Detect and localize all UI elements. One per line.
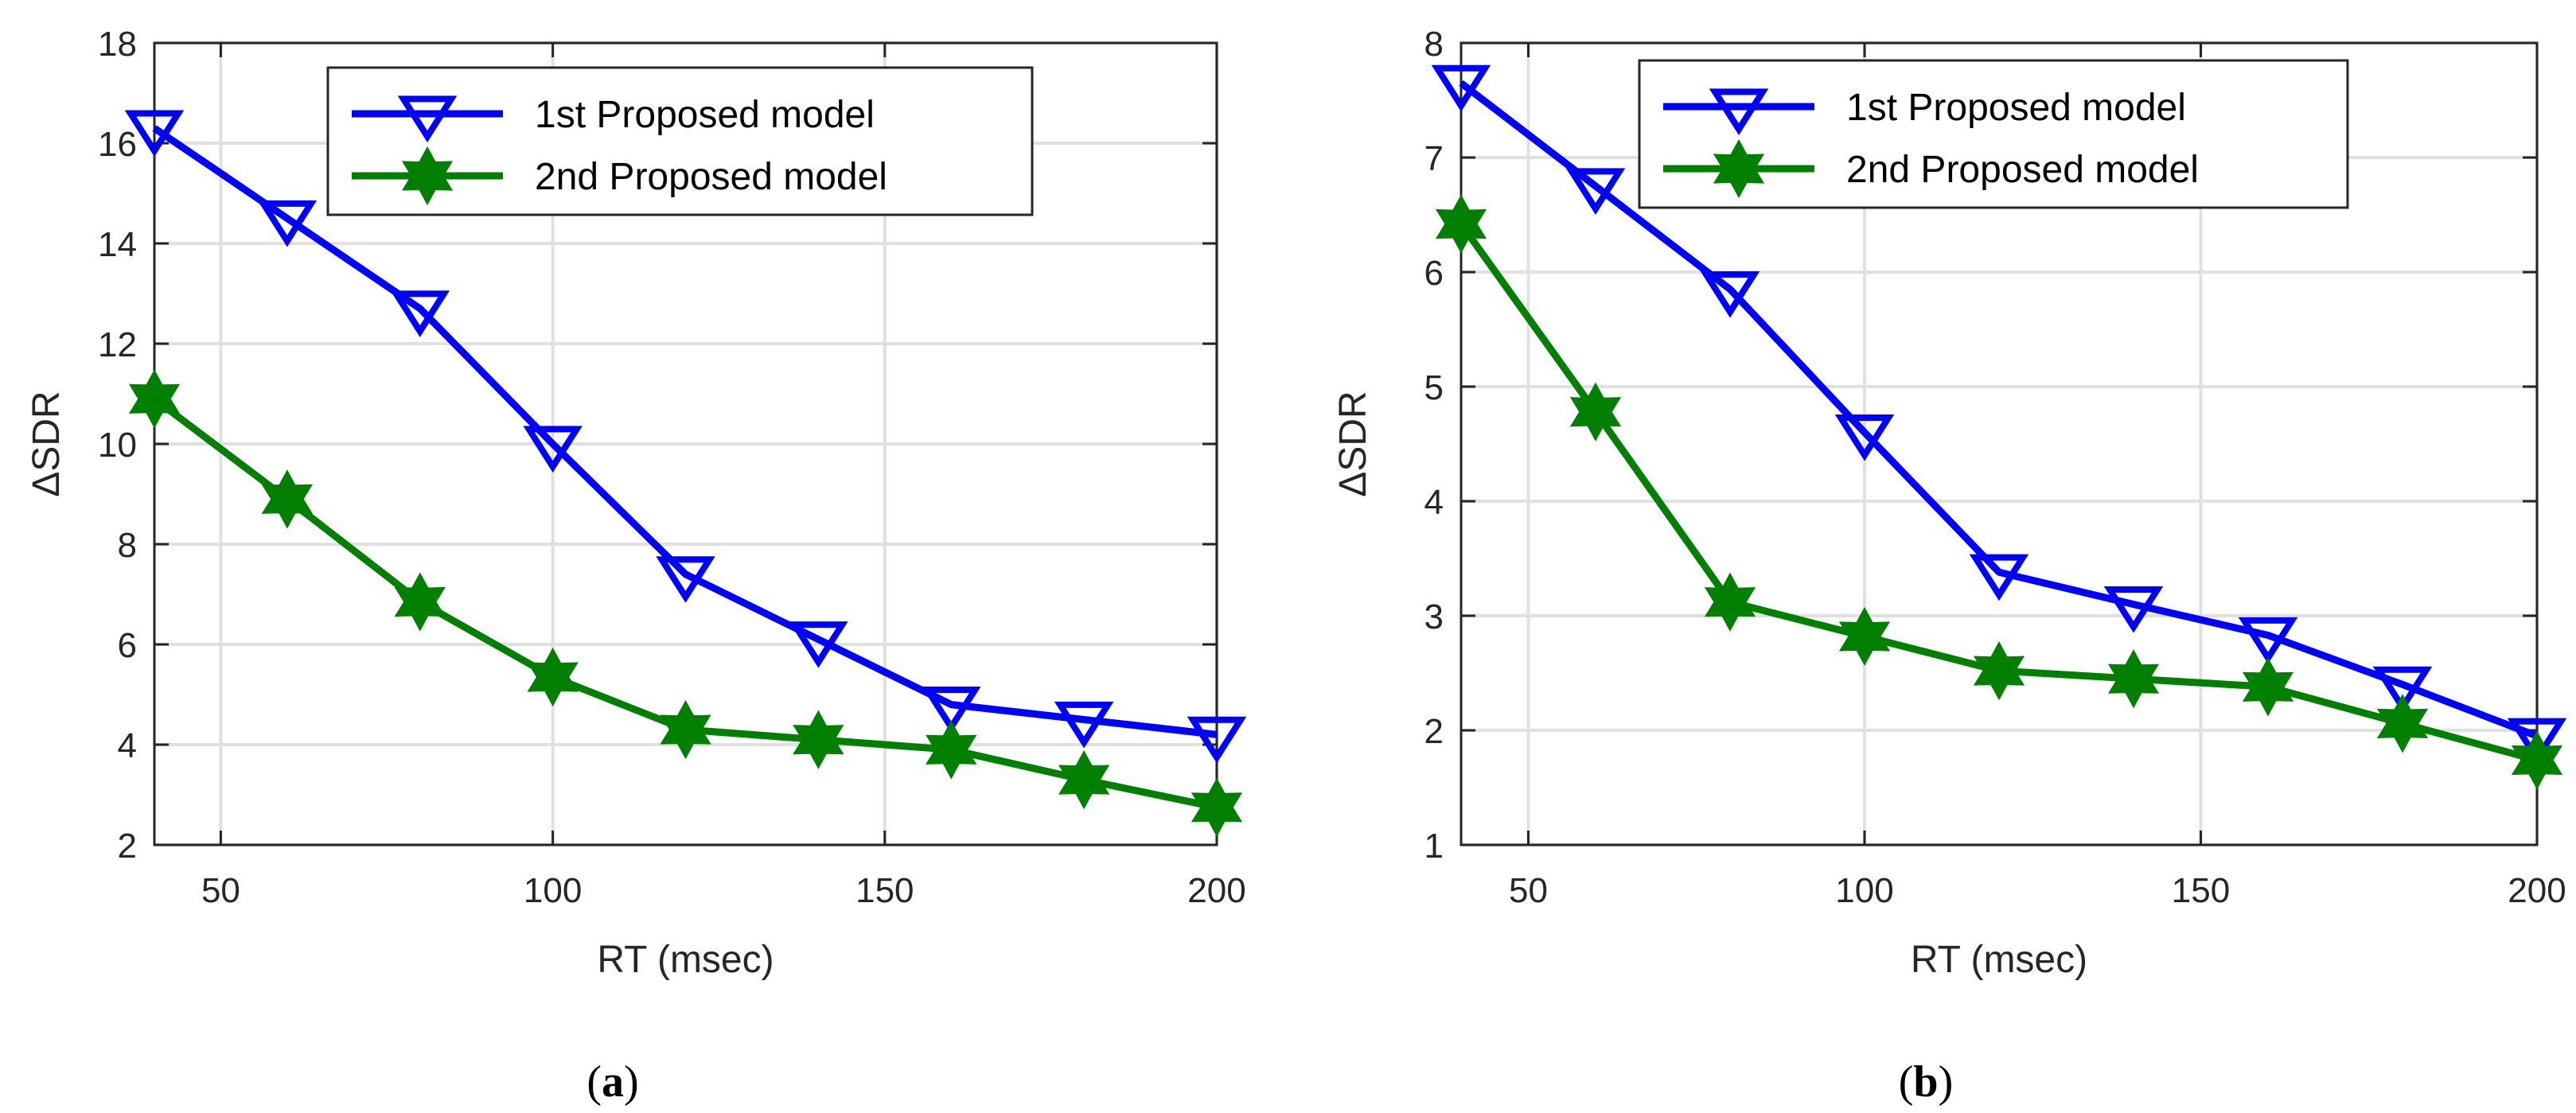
y-tick-label: 2 [118, 827, 137, 866]
series-second-proposed-model [128, 369, 1243, 837]
data-point [1700, 271, 1760, 318]
y-tick-label: 10 [98, 426, 137, 465]
data-point [1704, 572, 1756, 632]
x-tick-label: 50 [1509, 871, 1548, 910]
series-first-proposed-model [1431, 64, 2567, 765]
y-axis-label: ΔSDR [25, 391, 68, 496]
axes-box [1459, 41, 2539, 846]
data-point [1058, 749, 1110, 810]
caption-paren: ( [1899, 1057, 1914, 1107]
data-point [2507, 718, 2567, 765]
legend-label: 2nd Proposed model [1846, 149, 2199, 191]
data-point [1969, 554, 2029, 601]
chart-panel-b: 50 100 150 200 1 2 3 4 5 6 7 8 RT (msec) ΔSDR 1st Prop… [1332, 25, 2567, 1107]
data-point [1435, 194, 1487, 254]
legend-entry: 2nd Proposed model [1663, 138, 2199, 199]
data-point [2372, 666, 2433, 714]
data-point [390, 290, 450, 337]
data-point [1191, 777, 1243, 837]
caption-paren: ) [624, 1057, 639, 1107]
legend-entry: 1st Proposed model [352, 94, 875, 142]
legend-entry: 1st Proposed model [1663, 87, 2186, 135]
x-tick-label: 200 [2508, 871, 2566, 910]
y-tick-label: 16 [98, 125, 137, 164]
data-point [660, 699, 711, 760]
x-tick-label: 150 [855, 871, 914, 910]
legend-entry: 2nd Proposed model [352, 146, 887, 206]
data-point [124, 110, 185, 158]
caption-letter: b [1913, 1057, 1938, 1107]
data-point [2103, 586, 2164, 633]
y-tick-label: 18 [98, 25, 137, 64]
y-axis-label: ΔSDR [1332, 391, 1374, 496]
y-tick-label: 8 [118, 526, 137, 565]
legend-label: 2nd Proposed model [535, 156, 887, 198]
axes-box [153, 41, 1218, 846]
y-tick-label: 3 [1424, 597, 1444, 636]
data-point [926, 720, 977, 780]
x-axis-label: RT (msec) [597, 939, 774, 981]
x-tick-label: 50 [201, 871, 240, 910]
y-tick-label: 5 [1424, 368, 1444, 407]
y-tick-label: 6 [1424, 254, 1444, 293]
data-point [2107, 649, 2160, 709]
x-axis-label: RT (msec) [1911, 939, 2087, 981]
panel-caption: (b) [1899, 1057, 1953, 1107]
data-point [1054, 701, 1114, 749]
series-line [152, 125, 1218, 738]
data-point [656, 556, 715, 603]
y-tick-label: 6 [118, 626, 137, 665]
data-point [523, 426, 583, 473]
data-point [1834, 414, 1895, 461]
caption-letter: a [602, 1057, 624, 1107]
legend-marker [1709, 88, 1769, 135]
data-point [257, 200, 318, 247]
series-first-proposed-model [124, 110, 1247, 764]
data-point [789, 621, 848, 668]
legend-label: 1st Proposed model [535, 94, 875, 136]
chart-panel-a: 50 100 150 200 2 4 6 8 10 12 14 16 18 RT (msec) ΔSDR 1s… [25, 25, 1247, 1107]
data-point [1838, 606, 1891, 667]
y-tick-label: 1 [1424, 827, 1444, 866]
x-tick-label: 150 [2172, 871, 2230, 910]
y-tick-label: 12 [98, 325, 137, 364]
data-point [128, 369, 181, 429]
data-point [793, 710, 844, 769]
data-point [1187, 716, 1247, 764]
y-tick-label: 14 [98, 225, 137, 264]
data-point [2376, 694, 2429, 753]
legend: 1st Proposed model 2nd Proposed model [326, 66, 1034, 216]
legend-marker [1713, 138, 1765, 199]
y-tick-label: 8 [1424, 25, 1444, 64]
panel-caption: (a) [587, 1057, 638, 1107]
x-tick-label: 200 [1187, 871, 1245, 910]
data-point [394, 572, 446, 632]
x-tick-label: 100 [524, 871, 582, 910]
data-point [1569, 382, 1622, 442]
data-point [1431, 64, 1491, 112]
legend-label: 1st Proposed model [1846, 87, 2186, 129]
caption-paren: ( [587, 1057, 602, 1107]
data-point [1973, 640, 2025, 701]
legend-marker [397, 95, 458, 142]
series-line [1459, 80, 2539, 740]
caption-paren: ) [1939, 1057, 1954, 1107]
data-point [527, 647, 579, 707]
data-point [2242, 657, 2294, 717]
y-tick-label: 2 [1424, 712, 1444, 751]
data-point [1565, 168, 1626, 215]
data-point [921, 687, 981, 734]
data-point [261, 469, 314, 529]
data-point [2511, 730, 2563, 790]
legend: 1st Proposed model 2nd Proposed model [1638, 59, 2349, 209]
series-second-proposed-model [1435, 194, 2563, 790]
y-tick-label: 4 [1424, 483, 1444, 522]
y-tick-label: 7 [1424, 139, 1444, 178]
y-tick-label: 4 [118, 726, 137, 765]
x-tick-label: 100 [1835, 871, 1893, 910]
legend-marker [401, 146, 454, 206]
data-point [2238, 617, 2298, 664]
